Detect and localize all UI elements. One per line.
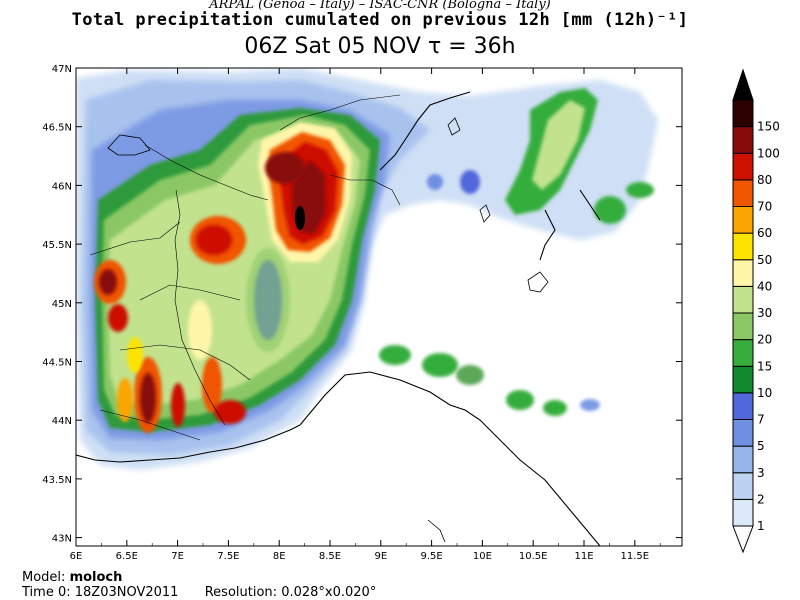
colorbar-box xyxy=(732,312,754,341)
colorbar-box xyxy=(732,445,754,474)
colorbar-label: 15 xyxy=(757,359,772,373)
colorbar-label: 70 xyxy=(757,200,772,214)
colorbar-box xyxy=(732,472,754,500)
colorbar-box xyxy=(732,365,754,394)
lon-tick-label: 10.5E xyxy=(519,551,548,562)
precipitation-field xyxy=(76,68,658,470)
lat-tick-label: 43N xyxy=(52,534,72,545)
colorbar-box xyxy=(732,285,754,314)
colorbar-min-triangle xyxy=(732,525,754,554)
colorbar-label: 50 xyxy=(757,253,772,267)
lat-tick-label: 46.5N xyxy=(42,123,72,134)
lat-tick-label: 46N xyxy=(52,181,72,192)
lat-tick-label: 44N xyxy=(52,416,72,427)
colorbar-label: 3 xyxy=(757,466,765,480)
lon-tick-label: 9.5E xyxy=(420,551,442,562)
colorbar-label: 5 xyxy=(757,439,765,453)
lakes xyxy=(107,117,549,543)
colorbar-label: 30 xyxy=(757,306,772,320)
lon-tick-label: 7.5E xyxy=(217,551,239,562)
colorbar-label: 10 xyxy=(757,386,772,400)
colorbar-box xyxy=(732,392,754,420)
map-title: Total precipitation cumulated on previou… xyxy=(71,10,689,30)
lat-tick-label: 43.5N xyxy=(42,475,72,486)
longitude-axis: 6E 6.5E 7E 7.5E 8E 8.5E 9E 9.5E 10E 10.5E 11E 11.5E xyxy=(70,68,661,562)
lat-tick-label: 47N xyxy=(52,64,72,75)
lon-tick-label: 8.5E xyxy=(319,551,341,562)
colorbar-box xyxy=(732,498,754,527)
colorbar-label: 40 xyxy=(757,279,772,293)
colorbar-label: 1 xyxy=(757,519,765,533)
resolution-value: 0.028°x0.020° xyxy=(281,585,377,600)
colorbar-box xyxy=(732,206,754,234)
colorbar-label: 2 xyxy=(757,492,765,506)
colorbar-box xyxy=(732,419,754,447)
colorbar-label: 60 xyxy=(757,226,772,240)
colorbar-label: 80 xyxy=(757,173,772,187)
lon-tick-label: 11.5E xyxy=(621,551,650,562)
colorbar-box xyxy=(732,232,754,261)
colorbar-label: 7 xyxy=(757,413,765,427)
lat-tick-label: 45N xyxy=(52,299,72,310)
colorbar-box xyxy=(732,339,754,367)
borders xyxy=(89,94,401,441)
colorbar-box xyxy=(732,259,754,287)
model-line: Model: moloch xyxy=(22,570,122,585)
time-resolution-line: Time 0: 18Z03NOV2011 Resolution: 0.028°x… xyxy=(22,585,376,600)
colorbar-box xyxy=(732,99,754,128)
colorbar-label: 100 xyxy=(757,146,780,160)
map-frame xyxy=(75,67,683,547)
colorbar-box xyxy=(732,179,754,207)
lon-tick-label: 10E xyxy=(473,551,492,562)
colorbar-box xyxy=(732,126,754,154)
lat-tick-label: 44.5N xyxy=(42,358,72,369)
lon-tick-label: 8E xyxy=(273,551,286,562)
lon-tick-label: 11E xyxy=(574,551,593,562)
latitude-axis: 47N 46.5N 46N 45.5N 45N 44.5N 44N 43.5N 43N xyxy=(42,64,682,545)
model-value: moloch xyxy=(69,570,123,585)
forecast-time: 06Z Sat 05 NOV τ = 36h xyxy=(244,34,516,59)
time0-value: 18Z03NOV2011 xyxy=(74,585,179,600)
lat-tick-label: 45.5N xyxy=(42,240,72,251)
resolution-label: Resolution: xyxy=(204,585,278,600)
model-label: Model: xyxy=(22,570,66,585)
lon-tick-label: 9E xyxy=(374,551,387,562)
coastlines xyxy=(76,91,601,546)
lon-tick-label: 7E xyxy=(171,551,184,562)
time0-label: Time 0: xyxy=(22,585,71,600)
lon-tick-label: 6E xyxy=(70,551,83,562)
colorbar: 1 2 3 5 7 10 15 20 30 40 50 60 70 80 100 150 xyxy=(732,68,780,554)
credit-line: ARPAL (Genoa – Italy) – ISAC-CNR (Bologn… xyxy=(209,0,551,12)
colorbar-label: 20 xyxy=(757,333,772,347)
colorbar-box xyxy=(732,152,754,181)
lon-tick-label: 6.5E xyxy=(116,551,138,562)
colorbar-max-triangle xyxy=(732,68,754,101)
colorbar-label: 150 xyxy=(757,120,780,134)
